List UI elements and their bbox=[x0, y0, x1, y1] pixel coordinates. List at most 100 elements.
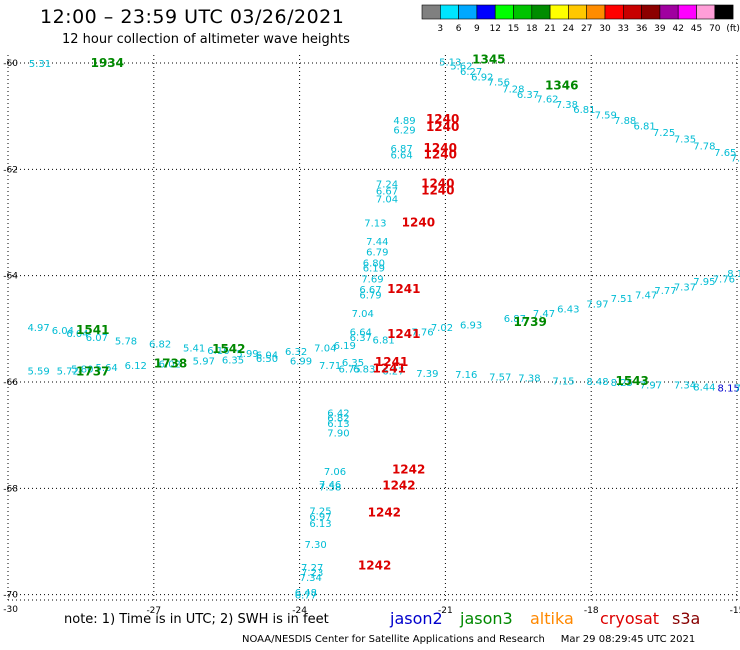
wave-height-value: 6.67 bbox=[376, 187, 398, 198]
page-subtitle: 12 hour collection of altimeter wave hei… bbox=[62, 32, 350, 47]
colorbar-swatch bbox=[641, 4, 661, 20]
colorbar-swatch bbox=[714, 4, 734, 20]
wave-height-value: 5.64 bbox=[95, 363, 117, 374]
wave-height-value: 6.64 bbox=[390, 150, 412, 161]
wave-height-value: 6.27 bbox=[460, 67, 482, 78]
wave-height-value: 6.67 bbox=[359, 285, 381, 296]
colorbar-tick-label: 3 bbox=[437, 24, 443, 34]
wave-height-value: 6.37 bbox=[517, 90, 539, 101]
wave-height-value: 6.12 bbox=[125, 361, 147, 372]
y-tick-label: -66 bbox=[3, 378, 18, 388]
wave-height-value: 7.27 bbox=[301, 563, 323, 574]
wave-height-value: 7.24 bbox=[376, 180, 398, 191]
wave-height-value: 6.48 bbox=[295, 588, 317, 599]
axis-tick-labels: -27 -24 -21 -18 -15 -60 -62 -64 -66 -68 -70 -30 bbox=[3, 59, 740, 616]
wave-height-value: 7.82 bbox=[735, 383, 740, 394]
colorbar-swatch bbox=[476, 4, 496, 20]
wave-height-value: 6.79 bbox=[359, 290, 381, 301]
colorbar-swatch bbox=[622, 4, 642, 20]
wave-height-value: 6.42 bbox=[327, 408, 349, 419]
x-tick-label: -21 bbox=[438, 606, 453, 616]
wave-height-value: 7.97 bbox=[586, 299, 608, 310]
wave-height-value: 7.06 bbox=[324, 467, 346, 478]
wave-height-value: 7.34 bbox=[674, 381, 696, 392]
pass-time-label: 1541 bbox=[76, 323, 109, 337]
legend-jason2: jason2 bbox=[390, 609, 443, 628]
wave-height-value: 6.13 bbox=[327, 419, 349, 430]
wave-height-value: 7.25 bbox=[653, 128, 675, 139]
wave-height-value: 6.07 bbox=[86, 333, 108, 344]
wave-height-value: 8.48 bbox=[586, 377, 608, 388]
colorbar-tick-label: (ft) bbox=[726, 24, 740, 34]
wave-height-value: 6.93 bbox=[460, 321, 482, 332]
colorbar-swatch bbox=[458, 4, 478, 20]
wave-height-value: 6.92 bbox=[471, 72, 493, 83]
wave-height-value: 7.04 bbox=[352, 309, 374, 320]
y-tick-label: -64 bbox=[3, 272, 18, 282]
wave-height-value: 7.65 bbox=[714, 148, 736, 159]
colorbar-tick-label: 33 bbox=[618, 24, 629, 34]
x-tick-label: -18 bbox=[584, 606, 599, 616]
wave-height-value: 5.78 bbox=[115, 337, 137, 348]
wave-height-value: 5.72 bbox=[57, 366, 79, 377]
wave-height-value: 5.97 bbox=[193, 357, 215, 368]
pass-time-label: 1242 bbox=[382, 479, 415, 493]
wave-height-value: 7.71 bbox=[319, 361, 341, 372]
wave-height-value: 6.13 bbox=[309, 519, 331, 530]
colorbar-tick-label: 70 bbox=[709, 24, 721, 34]
wave-height-value: 6.50 bbox=[256, 354, 278, 365]
wave-height-value: 6.37 bbox=[350, 333, 372, 344]
wave-height-value: 5.13 bbox=[439, 57, 461, 68]
colorbar-swatch bbox=[604, 4, 624, 20]
wave-height-value: 6.77 bbox=[295, 591, 317, 602]
wave-height-value: 6.19 bbox=[363, 264, 385, 275]
wave-height-value: 7.39 bbox=[416, 369, 438, 380]
wave-height-value: 5.59 bbox=[27, 366, 49, 377]
colorbar-tick-label: 18 bbox=[526, 24, 538, 34]
wave-height-value: 4.97 bbox=[27, 323, 49, 334]
wave-height-value: 7.23 bbox=[301, 568, 323, 579]
legend-jason3: jason3 bbox=[460, 609, 513, 628]
pass-time-label: 1241 bbox=[373, 362, 406, 376]
wave-height-value: 8.25 bbox=[611, 378, 633, 389]
wave-height-value: 7.59 bbox=[595, 111, 617, 122]
wave-height-value: 7.62 bbox=[536, 95, 558, 106]
pass-time-label: 1241 bbox=[387, 282, 420, 296]
pass-time-label: 1240 bbox=[421, 184, 454, 198]
wave-height-value: 7.16 bbox=[455, 370, 477, 381]
wave-height-value: 7.34 bbox=[300, 573, 322, 584]
page-title: 12:00 – 23:59 UTC 03/26/2021 bbox=[40, 6, 345, 28]
colorbar-swatch bbox=[421, 4, 441, 20]
wave-height-value: 7.56 bbox=[488, 78, 510, 89]
wave-height-value: 7.46 bbox=[319, 480, 341, 491]
wave-height-value: 6.64 bbox=[350, 327, 372, 338]
wave-height-value: 6.04 bbox=[256, 350, 278, 361]
colorbar-tick-label: 6 bbox=[456, 24, 462, 34]
colorbar-tick-label: 24 bbox=[563, 24, 575, 34]
wave-height-value: 7.28 bbox=[731, 154, 740, 165]
x-tick-label: -27 bbox=[146, 606, 161, 616]
wave-height-value: 7.47 bbox=[635, 290, 657, 301]
colorbar-tick-label: 27 bbox=[581, 24, 592, 34]
colorbar-tick-label: 12 bbox=[489, 24, 500, 34]
credit-text: NOAA/NESDIS Center for Satellite Applica… bbox=[242, 634, 545, 645]
wave-height-value: 7.76 bbox=[713, 274, 735, 285]
pass-time-label: 1240 bbox=[421, 177, 454, 191]
wave-height-value: 7.38 bbox=[518, 374, 540, 385]
wave-height-value: 7.25 bbox=[309, 507, 331, 518]
wave-height-value: 6.82 bbox=[149, 340, 171, 351]
colorbar-tick-label: 9 bbox=[474, 24, 480, 34]
timestamp-text: Mar 29 08:29:45 UTC 2021 bbox=[560, 634, 696, 645]
wave-height-value: 7.30 bbox=[304, 540, 326, 551]
legend-altika: altika bbox=[530, 609, 574, 628]
colorbar-tick-label: 15 bbox=[508, 24, 519, 34]
wave-height-value: 6.87 bbox=[390, 144, 412, 155]
y-tick-label: -70 bbox=[3, 591, 18, 601]
colorbar-swatch bbox=[531, 4, 551, 20]
x-tick-label: -15 bbox=[730, 606, 740, 616]
wave-height-value: 7.04 bbox=[314, 343, 336, 354]
wave-height-value: 7.37 bbox=[674, 282, 696, 293]
wave-height-value: 7.77 bbox=[654, 286, 676, 297]
wave-height-value: 4.89 bbox=[393, 116, 415, 127]
wave-height-value: 6.81 bbox=[573, 105, 595, 116]
